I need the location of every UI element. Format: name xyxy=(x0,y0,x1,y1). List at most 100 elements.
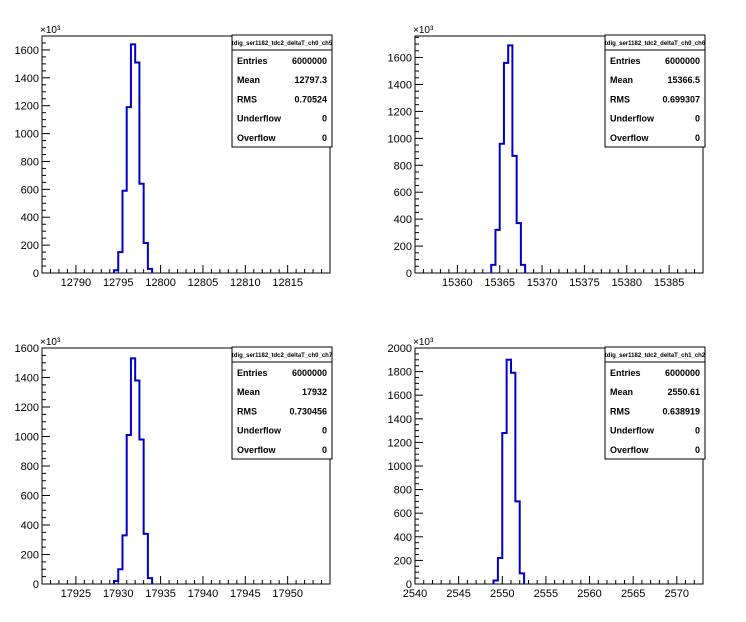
stats-label: Entries xyxy=(237,56,268,66)
y-tick-label: 0 xyxy=(406,579,412,591)
x-tick-label: 15370 xyxy=(527,277,558,289)
stats-value: 6000000 xyxy=(665,56,700,66)
stats-value: 15366.5 xyxy=(667,75,700,85)
x-tick-label: 2570 xyxy=(665,588,689,600)
y-tick-label: 200 xyxy=(394,241,412,253)
histogram-bin xyxy=(144,243,148,273)
stats-box: tdig_ser1182_tdc2_deltaT_ch1_ch2 Entries 6… xyxy=(604,346,706,460)
histogram-bin xyxy=(135,62,139,273)
x-tick-label: 2555 xyxy=(534,588,558,600)
y-tick-label: 0 xyxy=(33,579,39,591)
stats-value: 0 xyxy=(322,133,327,143)
y-tick-label: 0 xyxy=(33,268,39,280)
histogram-bin xyxy=(127,435,131,584)
histogram-bin xyxy=(517,223,521,273)
stats-title: tdig_ser1182_tdc2_deltaT_ch0_ch7 xyxy=(232,353,333,359)
x-tick-label: 17930 xyxy=(103,588,134,600)
stats-value: 0 xyxy=(322,445,327,455)
stats-label: RMS xyxy=(610,406,630,416)
stats-title: tdig_ser1182_tdc2_deltaT_ch1_ch2 xyxy=(605,353,706,359)
y-tick-label: 2000 xyxy=(388,343,412,355)
y-tick-label: 400 xyxy=(21,212,39,224)
stats-value: 0.699307 xyxy=(662,94,700,104)
y-tick-label: 400 xyxy=(394,532,412,544)
histogram-bin xyxy=(504,63,508,273)
stats-label: Overflow xyxy=(237,445,277,455)
y-tick-label: 800 xyxy=(394,485,412,497)
histogram-series xyxy=(492,358,526,584)
stats-value: 0.730456 xyxy=(289,406,327,416)
y-tick-label: 1400 xyxy=(15,373,39,385)
stats-value: 2550.61 xyxy=(667,387,700,397)
y-tick-label: 0 xyxy=(406,268,412,280)
histogram-bin xyxy=(139,184,143,273)
x-tick-label: 12810 xyxy=(230,277,261,289)
histogram-panel-2: 15360 15365 15370 15375 15380 15385 0 200 400 600… xyxy=(388,25,706,289)
histogram-panel-1: 12790 12795 12800 12805 12810 12815 0 200 400 600… xyxy=(15,25,333,289)
stats-value: 0 xyxy=(695,426,700,436)
histogram-bin xyxy=(131,44,135,273)
y-tick-label: 1200 xyxy=(388,437,412,449)
stats-label: Mean xyxy=(237,387,260,397)
stats-value: 0.638919 xyxy=(662,406,700,416)
x-tick-label: 2540 xyxy=(403,588,427,600)
histogram-bin xyxy=(144,534,148,584)
stats-label: Overflow xyxy=(610,133,650,143)
stats-label: Entries xyxy=(610,368,641,378)
x-tick-label: 17945 xyxy=(230,588,261,600)
stats-label: Underflow xyxy=(237,426,282,436)
histogram-bin xyxy=(148,578,152,584)
histogram-bin xyxy=(127,107,131,273)
y-tick-label: 1000 xyxy=(15,432,39,444)
y-tick-label: 1600 xyxy=(388,53,412,65)
stats-value: 0 xyxy=(695,114,700,124)
histogram-bin xyxy=(131,358,135,584)
stats-value: 0 xyxy=(695,133,700,143)
y-tick-label: 1000 xyxy=(15,129,39,141)
x-tick-label: 17940 xyxy=(188,588,219,600)
histogram-series xyxy=(490,44,527,273)
histogram-series xyxy=(113,43,154,273)
x-tick-label: 12815 xyxy=(272,277,303,289)
histogram-panel-4: 2540 2545 2550 2555 2560 2565 2570 0 200 400 600 80… xyxy=(388,337,706,600)
histogram-bin xyxy=(494,580,498,584)
histogram-bin xyxy=(500,144,504,273)
y-tick-label: 800 xyxy=(21,461,39,473)
stats-box: tdig_ser1182_tdc2_deltaT_ch0_ch5 Entries 6… xyxy=(231,34,333,148)
stats-value: 0 xyxy=(322,426,327,436)
histogram-bin xyxy=(515,501,519,584)
x-tick-label: 15380 xyxy=(611,277,642,289)
y-multiplier-label: ×10³ xyxy=(413,25,434,36)
y-tick-label: 400 xyxy=(21,520,39,532)
stats-value: 0.70524 xyxy=(294,94,327,104)
histogram-bin xyxy=(498,558,502,584)
stats-value: 17932 xyxy=(302,387,327,397)
y-multiplier-label: ×10³ xyxy=(413,337,434,348)
y-tick-label: 200 xyxy=(21,550,39,562)
stats-label: Underflow xyxy=(610,426,655,436)
x-tick-label: 15360 xyxy=(442,277,473,289)
histogram-panel-3: 17925 17930 17935 17940 17945 17950 0 200 400 600… xyxy=(15,337,333,600)
y-tick-label: 600 xyxy=(21,184,39,196)
x-tick-label: 2545 xyxy=(446,588,470,600)
x-tick-label: 15365 xyxy=(484,277,515,289)
histogram-bin xyxy=(508,45,512,273)
stats-label: RMS xyxy=(237,406,257,416)
x-tick-label: 2560 xyxy=(577,588,601,600)
stats-value: 0 xyxy=(695,445,700,455)
stats-label: Overflow xyxy=(237,133,277,143)
stats-value: 6000000 xyxy=(292,368,327,378)
histogram-bin xyxy=(114,270,118,273)
histogram-series xyxy=(113,357,154,584)
histogram-bin xyxy=(118,252,122,273)
histogram-bin xyxy=(520,573,524,584)
x-tick-label: 17950 xyxy=(272,588,303,600)
histogram-bin xyxy=(507,360,511,584)
stats-label: Entries xyxy=(237,368,268,378)
x-tick-label: 17935 xyxy=(145,588,176,600)
stats-box: tdig_ser1182_tdc2_deltaT_ch0_ch7 Entries 6… xyxy=(231,346,333,460)
histogram-bin xyxy=(118,569,122,584)
x-tick-label: 17925 xyxy=(61,588,92,600)
y-tick-label: 1600 xyxy=(388,390,412,402)
y-tick-label: 600 xyxy=(394,508,412,520)
